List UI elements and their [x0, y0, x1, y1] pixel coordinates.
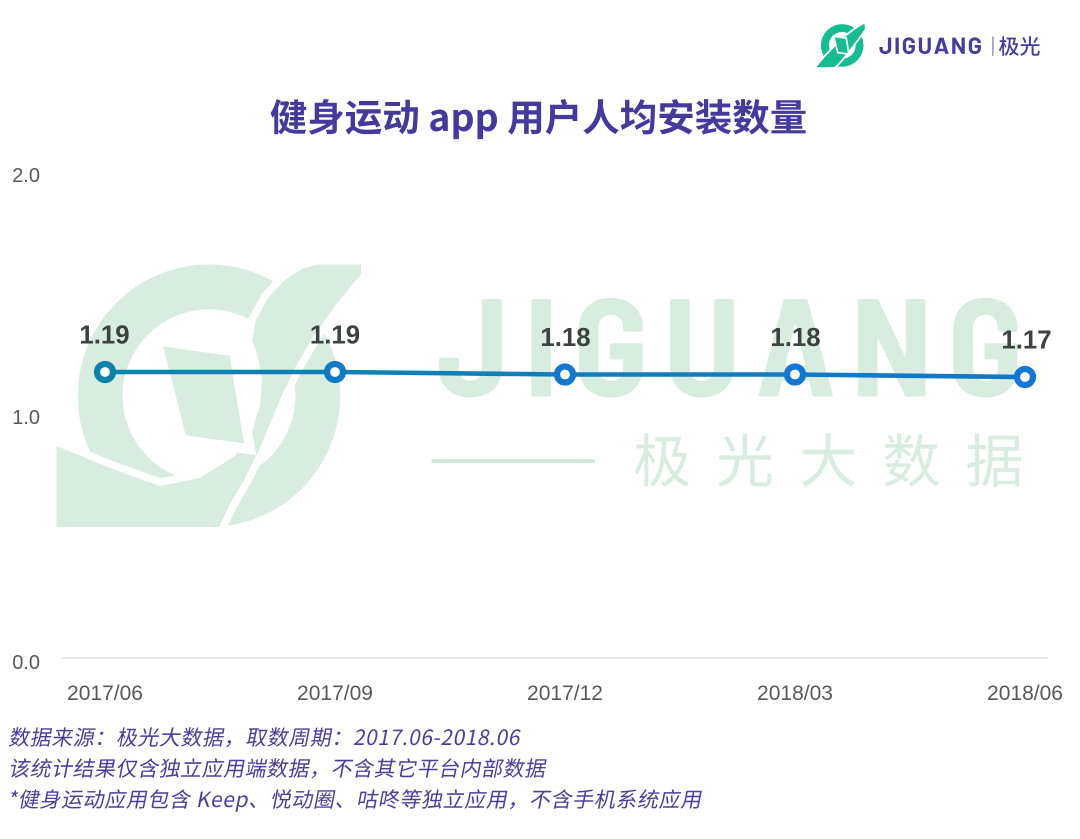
- svg-text:2.0: 2.0: [12, 165, 40, 187]
- svg-text:1.19: 1.19: [310, 322, 360, 350]
- svg-text:1.0: 1.0: [12, 407, 40, 429]
- svg-text:1.19: 1.19: [79, 322, 129, 350]
- svg-text:2017/06: 2017/06: [67, 682, 143, 705]
- svg-text:2017/09: 2017/09: [297, 682, 373, 705]
- svg-text:1.18: 1.18: [540, 324, 590, 352]
- svg-text:2018/06: 2018/06: [987, 682, 1063, 705]
- svg-text:1.18: 1.18: [770, 324, 820, 352]
- svg-text:2018/03: 2018/03: [757, 682, 833, 705]
- svg-text:1.17: 1.17: [1001, 327, 1051, 355]
- svg-text:2017/12: 2017/12: [527, 682, 603, 705]
- svg-text:0.0: 0.0: [12, 652, 40, 674]
